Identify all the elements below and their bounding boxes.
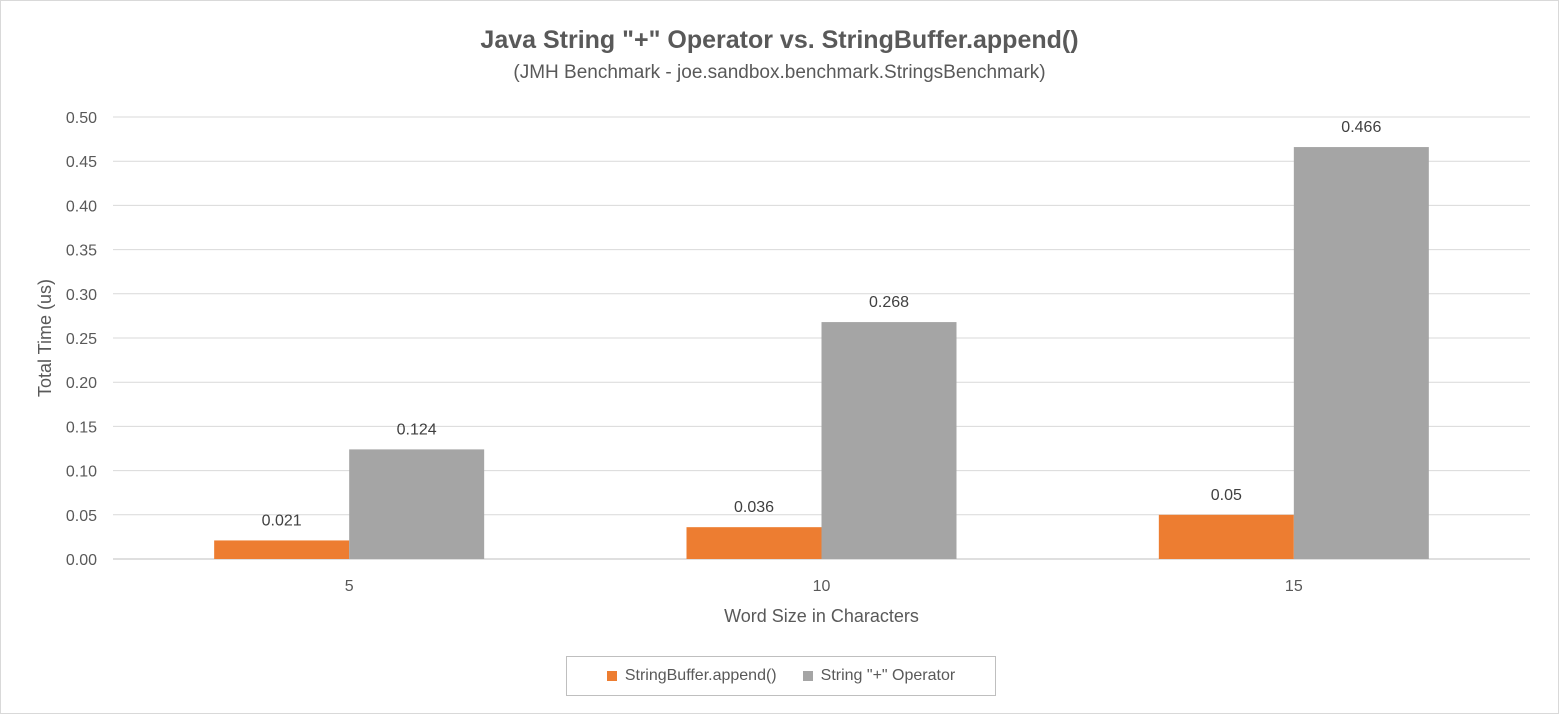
y-tick-label: 0.35 (66, 243, 97, 260)
bar-string-plus (1293, 147, 1429, 559)
x-tick-label: 5 (345, 578, 354, 595)
y-tick-label: 0.15 (66, 419, 97, 436)
y-tick-label: 0.40 (66, 198, 97, 215)
y-tick-label: 0.00 (66, 552, 97, 569)
legend-swatch-string-plus (802, 671, 813, 681)
data-label: 0.021 (262, 512, 302, 529)
y-tick-label: 0.20 (66, 375, 97, 392)
y-tick-label: 0.10 (66, 464, 97, 481)
bar-stringbuffer (686, 527, 822, 559)
chart-title: Java String "+" Operator vs. StringBuffe… (480, 26, 1079, 54)
y-tick-label: 0.30 (66, 287, 97, 304)
legend-item-string-plus: String "+" Operator (802, 667, 956, 685)
x-axis-title: Word Size in Characters (724, 606, 919, 626)
data-label: 0.05 (1211, 487, 1242, 504)
data-label: 0.466 (1341, 119, 1381, 136)
y-tick-label: 0.25 (66, 331, 97, 348)
chart-subtitle: (JMH Benchmark - joe.sandbox.benchmark.S… (513, 62, 1046, 83)
bar-stringbuffer (1158, 514, 1294, 559)
legend: StringBuffer.append() String "+" Operato… (566, 656, 996, 696)
legend-label-stringbuffer: StringBuffer.append() (624, 667, 777, 684)
data-label: 0.036 (734, 499, 774, 516)
data-label: 0.268 (869, 294, 909, 311)
bar-string-plus (349, 449, 485, 559)
bar-string-plus (821, 322, 957, 559)
y-tick-label: 0.05 (66, 508, 97, 525)
y-axis-title: Total Time (us) (35, 279, 55, 397)
y-tick-label: 0.50 (66, 110, 97, 127)
x-tick-label: 15 (1285, 578, 1303, 595)
y-tick-label: 0.45 (66, 154, 97, 171)
data-label: 0.124 (397, 421, 437, 438)
bar-stringbuffer (214, 540, 350, 559)
legend-label-string-plus: String "+" Operator (820, 667, 956, 684)
x-tick-label: 10 (813, 578, 831, 595)
legend-item-stringbuffer: StringBuffer.append() (606, 667, 777, 685)
legend-swatch-stringbuffer (606, 671, 617, 681)
